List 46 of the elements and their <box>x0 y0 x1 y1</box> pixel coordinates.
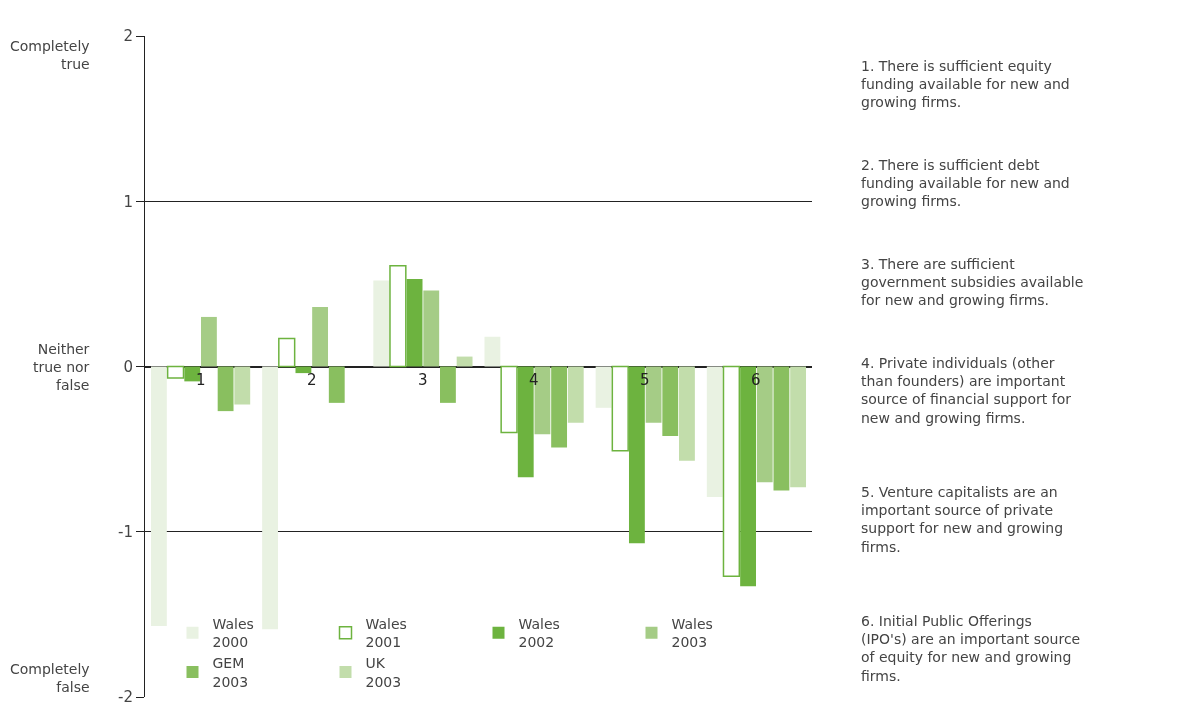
bar <box>373 280 390 367</box>
bar <box>217 366 234 412</box>
bar <box>312 307 329 367</box>
bar <box>706 366 723 498</box>
text: Neither true nor false <box>33 341 90 394</box>
bar <box>484 336 501 367</box>
bar <box>551 366 568 448</box>
x-tick-label: 2 <box>307 371 317 389</box>
legend-label: GEM 2003 <box>212 655 249 690</box>
y-tick-label: 2 <box>123 27 133 46</box>
text: Completely true <box>10 38 90 73</box>
bar <box>150 366 167 626</box>
y-tick-label: -1 <box>118 523 133 541</box>
text: 4. Private individuals (other than founders) are important source of financial support for new and growing firms. <box>861 355 1072 426</box>
legend-label: Wales 2002 <box>518 616 560 651</box>
bar <box>679 366 695 461</box>
y-tick-label: -2 <box>118 688 133 707</box>
bar <box>201 316 217 367</box>
bar <box>662 366 679 436</box>
bar <box>595 366 612 408</box>
bar <box>440 366 456 403</box>
x-tick-label: 3 <box>418 371 428 389</box>
y-tick-label: 1 <box>123 192 133 211</box>
text: Completely false <box>10 661 90 696</box>
bar <box>278 337 296 368</box>
bar <box>234 366 251 405</box>
text: 5. Venture capitalists are an important source of private support for new and growing firms. <box>861 484 1064 555</box>
text: 6. Initial Public Offerings (IPO's) are an important source of equity for new and growing firms. <box>861 613 1081 684</box>
bar <box>456 356 473 367</box>
bar <box>295 366 312 374</box>
text: 1. There is sufficient equity funding available for new and growing firms. <box>861 58 1070 111</box>
bar <box>790 366 807 488</box>
y-tick-label: 0 <box>123 357 133 376</box>
legend-label: Wales 2000 <box>212 616 254 651</box>
legend-label: UK 2003 <box>365 655 402 690</box>
bar <box>262 366 278 630</box>
text: 3. There are sufficient government subsidies available for new and growing firms. <box>861 256 1084 309</box>
x-tick-label: 4 <box>529 371 539 389</box>
x-tick-label: 1 <box>196 371 206 389</box>
legend-label: Wales 2003 <box>671 616 713 651</box>
bar <box>567 366 584 423</box>
text: 2. There is sufficient debt funding available for new and growing firms. <box>861 157 1070 210</box>
bar <box>328 366 345 403</box>
bar <box>423 290 440 367</box>
bar <box>773 366 790 491</box>
legend-label: Wales 2001 <box>365 616 407 651</box>
